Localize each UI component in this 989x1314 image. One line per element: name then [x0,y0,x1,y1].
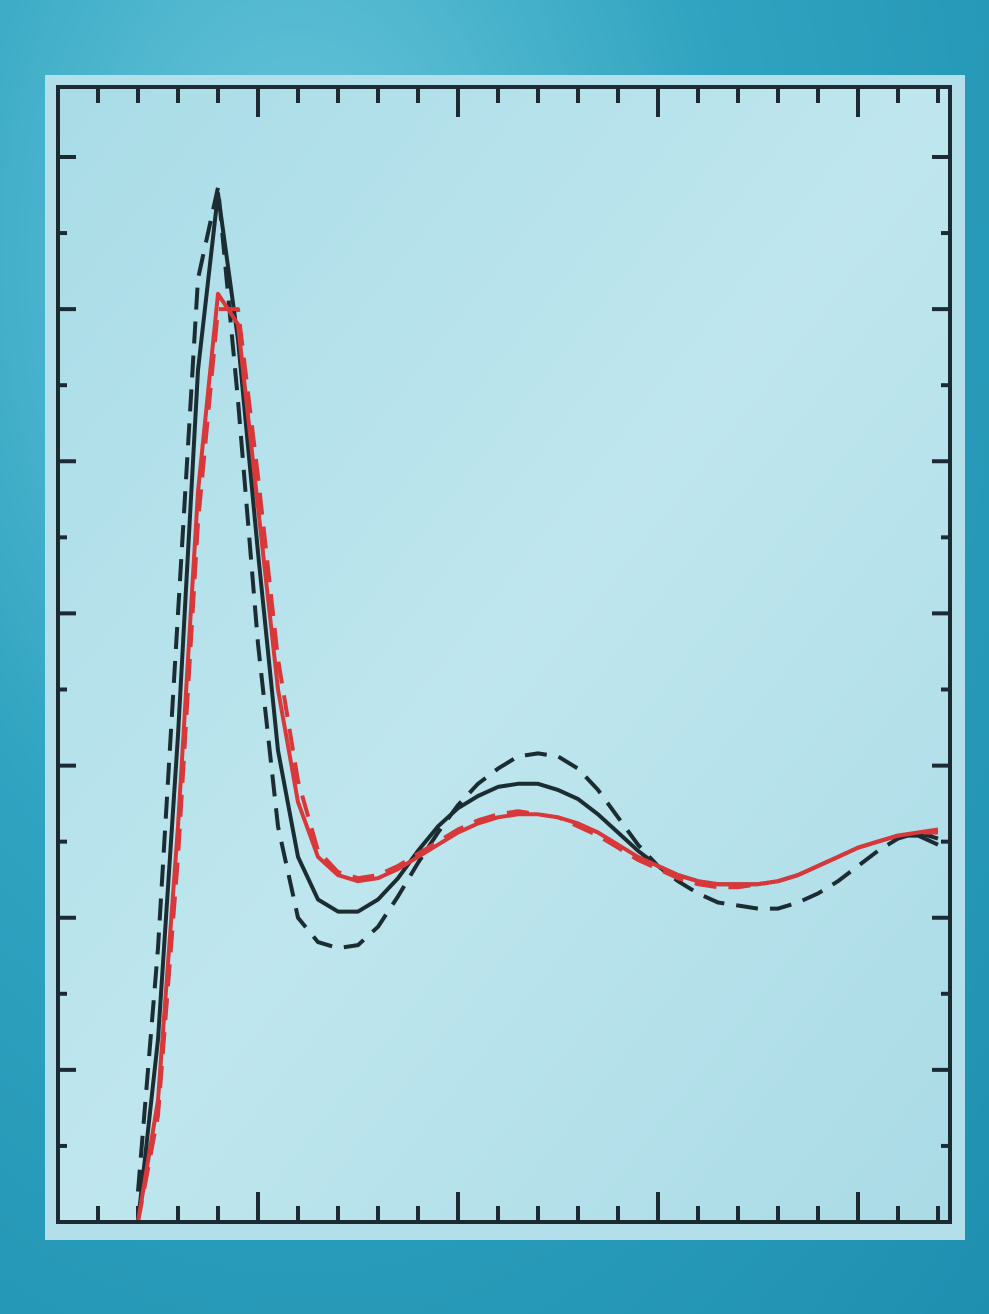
screen [0,0,989,1314]
chart [0,0,989,1314]
plot-area [58,87,950,1222]
